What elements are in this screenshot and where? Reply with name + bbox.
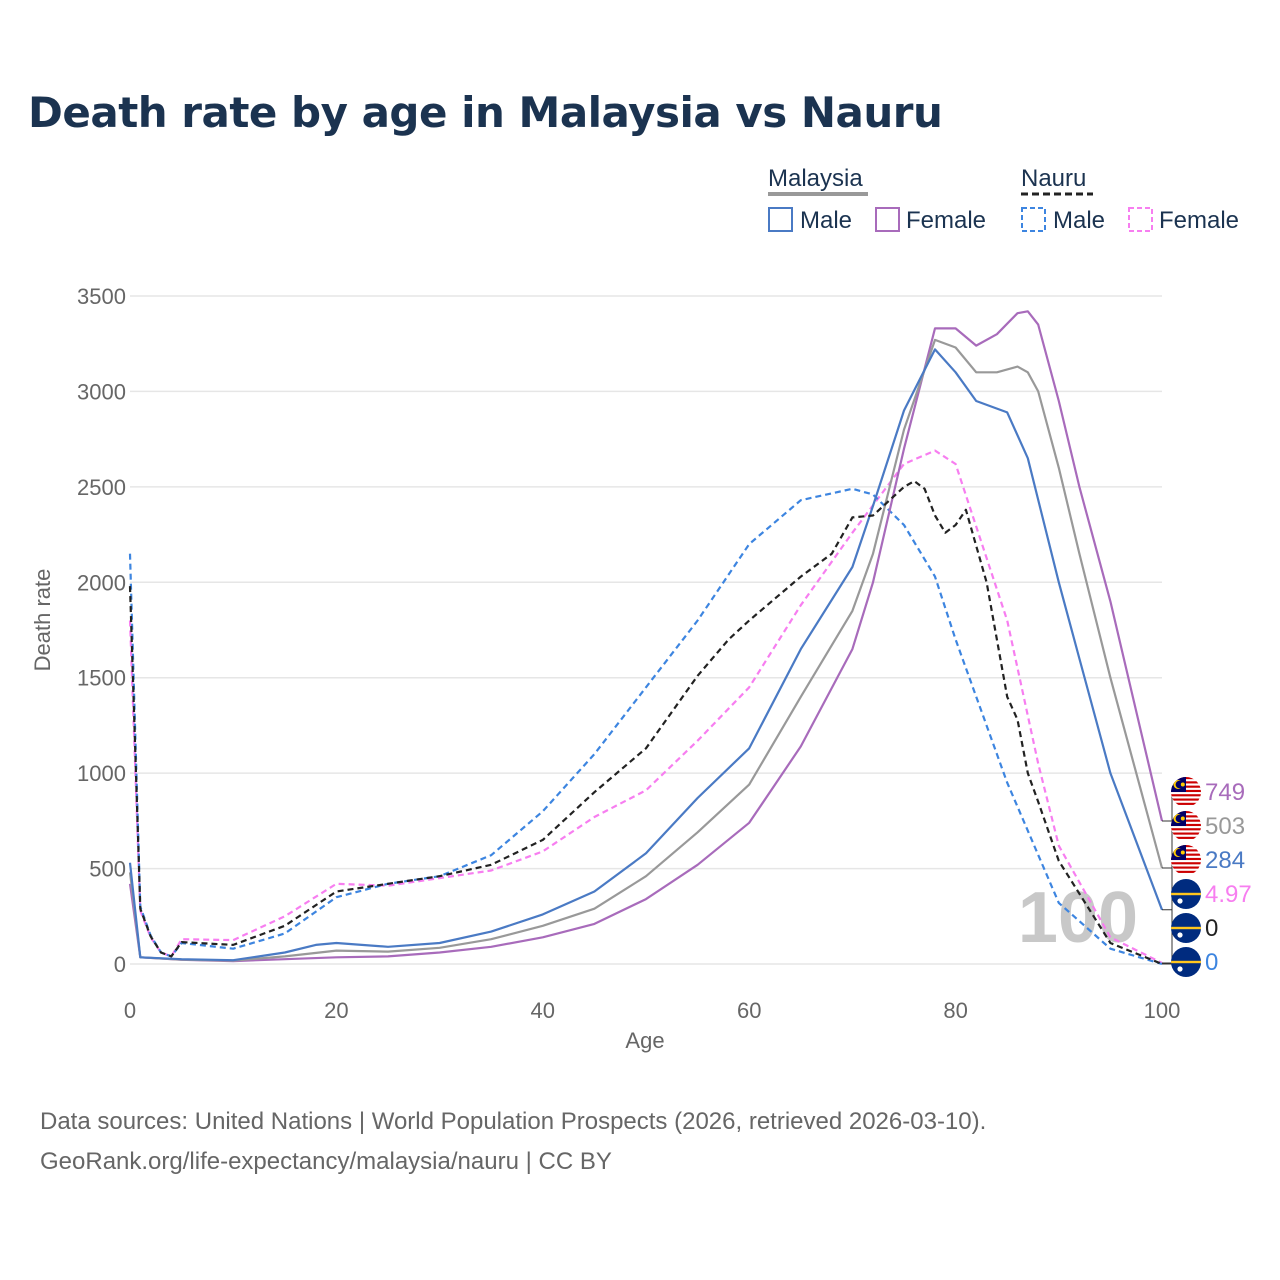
- legend-nauru-male-swatch: [1021, 207, 1046, 232]
- legend-nauru-male: Male: [1053, 207, 1105, 234]
- y-tick-label: 0: [114, 952, 126, 977]
- series-line-malaysia-male: [128, 348, 1164, 962]
- end-label-value: 749: [1205, 779, 1245, 806]
- series-line-malaysia-total: [128, 338, 1164, 962]
- y-tick-label: 3000: [77, 379, 126, 404]
- y-axis-label: Death rate: [30, 569, 55, 672]
- x-axis-label: Age: [625, 1028, 664, 1053]
- end-label-value: 0: [1205, 915, 1218, 942]
- x-tick-label: 100: [1144, 998, 1181, 1023]
- end-label-value: 284: [1205, 847, 1245, 874]
- x-tick-label: 20: [324, 998, 348, 1023]
- y-tick-label: 1000: [77, 761, 126, 786]
- y-axis-ticks: 0 500 1000 1500 2000 2500 3000 3500: [77, 284, 126, 977]
- end-label-value: 4.97: [1205, 881, 1252, 908]
- legend-malaysia-male-swatch: [768, 207, 793, 232]
- x-tick-label: 0: [124, 998, 136, 1023]
- legend-malaysia-female-swatch: [875, 207, 900, 232]
- x-axis-ticks: 0 20 40 60 80 100: [124, 998, 1180, 1023]
- legend-nauru-female: Female: [1159, 207, 1239, 234]
- x-tick-label: 60: [737, 998, 761, 1023]
- grid-lines: [130, 295, 1162, 965]
- series-layer: [128, 310, 1164, 966]
- series-line-nauru-total: [128, 480, 1163, 966]
- y-tick-label: 2500: [77, 475, 126, 500]
- nauru-flag-icon: [1171, 913, 1201, 943]
- malaysia-flag-icon: [1171, 811, 1201, 841]
- legend-nauru-female-swatch: [1128, 207, 1153, 232]
- source-url: GeoRank.org/life-expectancy/malaysia/nau…: [40, 1148, 612, 1175]
- y-tick-label: 500: [89, 857, 126, 882]
- chart-title: Death rate by age in Malaysia vs Nauru: [28, 88, 943, 137]
- x-tick-label: 80: [943, 998, 967, 1023]
- nauru-flag-icon: [1171, 947, 1201, 977]
- legend-group-malaysia: Malaysia: [768, 165, 863, 192]
- end-labels: 749 503 284 4.97 0 0: [1162, 777, 1252, 977]
- y-tick-label: 1500: [77, 666, 126, 691]
- legend-group-nauru: Nauru: [1021, 165, 1086, 192]
- malaysia-flag-icon: [1171, 845, 1201, 875]
- y-tick-label: 2000: [77, 570, 126, 595]
- nauru-flag-icon: [1171, 879, 1201, 909]
- series-line-malaysia-female: [128, 310, 1164, 963]
- series-line-nauru-male: [128, 487, 1163, 966]
- end-label-value: 0: [1205, 949, 1218, 976]
- legend-malaysia-male: Male: [800, 207, 852, 234]
- end-label-value: 503: [1205, 813, 1245, 840]
- legend: Malaysia Male Female Nauru Male Female: [768, 165, 1239, 234]
- malaysia-flag-icon: [1171, 777, 1201, 807]
- series-line-nauru-female: [128, 449, 1163, 964]
- y-tick-label: 3500: [77, 284, 126, 309]
- legend-malaysia-female: Female: [906, 207, 986, 234]
- source-line: Data sources: United Nations | World Pop…: [40, 1108, 987, 1135]
- x-tick-label: 40: [531, 998, 555, 1023]
